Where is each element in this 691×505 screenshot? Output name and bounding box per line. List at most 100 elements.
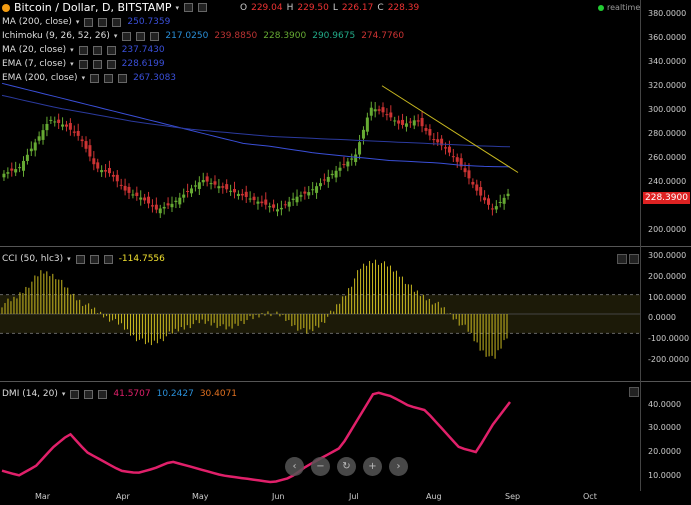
settings-icon[interactable]	[183, 3, 193, 12]
price-tick: 260.0000	[648, 153, 687, 162]
indicator-name[interactable]: CCI (50, hlc3)	[2, 254, 64, 264]
indicator-ichimoku[interactable]: Ichimoku (9, 26, 52, 26) ▾ 217.0250 239.8…	[2, 31, 404, 41]
indicator-ma200[interactable]: MA (200, close) ▾ 250.7359	[2, 17, 170, 27]
indicator-dmi[interactable]: DMI (14, 20) ▾ 41.5707 10.2427 30.4071	[2, 389, 237, 399]
cci-tick: 200.0000	[648, 272, 687, 281]
chevron-down-icon[interactable]: ▾	[67, 255, 71, 263]
candle-body	[162, 206, 166, 209]
candle-body	[498, 201, 502, 203]
symbol-label[interactable]: Bitcoin / Dollar, D, BITSTAMP	[14, 1, 172, 14]
indicator-ema200[interactable]: EMA (200, close) ▾ 267.3083	[2, 73, 176, 83]
indicator-cci[interactable]: CCI (50, hlc3) ▾ -114.7556	[2, 254, 165, 264]
indicator-name[interactable]: MA (20, close)	[2, 45, 67, 55]
candle-body	[57, 119, 61, 123]
candle-body	[49, 119, 53, 121]
pane-divider[interactable]	[0, 246, 691, 247]
cci-pane[interactable]: CCI (50, hlc3) ▾ -114.7556	[0, 248, 691, 380]
cci-chart[interactable]	[0, 248, 640, 380]
candle-body	[107, 168, 111, 174]
cci-tick: 300.0000	[648, 251, 687, 260]
chart-navigation[interactable]: ‹ − ↻ + ›	[285, 457, 408, 476]
indicator-name[interactable]: Ichimoku (9, 26, 52, 26)	[2, 31, 110, 41]
candle-body	[369, 107, 373, 116]
settings-icon[interactable]	[70, 389, 80, 399]
candle-body	[37, 136, 41, 141]
settings-icon[interactable]	[78, 59, 88, 69]
arrow-left-icon[interactable]: ‹	[285, 457, 304, 476]
settings-icon[interactable]	[78, 45, 88, 55]
settings-icon[interactable]	[122, 31, 132, 41]
dmi-chart[interactable]	[0, 383, 640, 491]
close-icon[interactable]	[112, 17, 122, 27]
candle-body	[72, 131, 76, 133]
close-icon[interactable]	[103, 254, 113, 264]
close-icon[interactable]	[106, 59, 116, 69]
indicator-ema7[interactable]: EMA (7, close) ▾ 228.6199	[2, 59, 165, 69]
dmi-tick: 20.0000	[648, 447, 682, 456]
close-icon[interactable]	[118, 73, 128, 83]
candle-body	[197, 182, 201, 189]
settings-icon[interactable]	[75, 254, 85, 264]
zoom-in-icon[interactable]: +	[363, 457, 382, 476]
settings-icon[interactable]	[84, 17, 94, 27]
move-down-icon[interactable]	[629, 254, 639, 264]
price-chart[interactable]	[0, 0, 640, 245]
candle-body	[178, 197, 182, 205]
visibility-icon[interactable]	[92, 45, 102, 55]
visibility-icon[interactable]	[98, 17, 108, 27]
indicator-value: 237.7430	[121, 45, 165, 55]
candle-body	[193, 185, 197, 187]
visibility-icon[interactable]	[104, 73, 114, 83]
settings-icon[interactable]	[90, 73, 100, 83]
candle-body	[322, 179, 326, 181]
indicator-name[interactable]: MA (200, close)	[2, 17, 72, 27]
price-pane[interactable]: Bitcoin / Dollar, D, BITSTAMP ▾ O 229.04 …	[0, 0, 691, 245]
ohlc-readout: O 229.04 H 229.50 L 226.17 C 228.39	[240, 3, 419, 13]
candle-body	[64, 124, 68, 127]
indicator-value: 228.6199	[121, 59, 165, 69]
chevron-down-icon[interactable]: ▾	[175, 3, 179, 12]
candle-body	[2, 173, 6, 178]
pane-divider[interactable]	[0, 381, 691, 382]
visibility-icon[interactable]	[84, 389, 94, 399]
candle-body	[361, 129, 365, 139]
visibility-icon[interactable]	[89, 254, 99, 264]
arrow-right-icon[interactable]: ›	[389, 457, 408, 476]
visibility-icon[interactable]	[136, 31, 146, 41]
candle-body	[330, 173, 334, 176]
chevron-down-icon[interactable]: ▾	[81, 74, 86, 82]
move-up-icon[interactable]	[617, 254, 627, 264]
chevron-down-icon[interactable]: ▾	[70, 60, 74, 68]
indicator-name[interactable]: DMI (14, 20)	[2, 389, 58, 399]
close-icon[interactable]	[150, 31, 160, 41]
chevron-down-icon[interactable]: ▾	[75, 18, 80, 26]
candle-body	[80, 139, 84, 142]
reset-icon[interactable]: ↻	[337, 457, 356, 476]
symbol-title[interactable]: Bitcoin / Dollar, D, BITSTAMP ▾	[2, 1, 207, 14]
candle-body	[397, 120, 401, 124]
visibility-icon[interactable]	[92, 59, 102, 69]
zoom-out-icon[interactable]: −	[311, 457, 330, 476]
chevron-down-icon[interactable]: ▾	[113, 32, 118, 40]
low-key: L	[332, 3, 338, 13]
cci-tick: 0.0000	[648, 313, 676, 322]
candle-body	[213, 181, 217, 185]
indicator-name[interactable]: EMA (200, close)	[2, 73, 78, 83]
close-icon[interactable]	[98, 389, 108, 399]
candle-body	[346, 161, 350, 167]
candle-body	[283, 204, 287, 206]
price-tick: 300.0000	[648, 105, 687, 114]
chevron-down-icon[interactable]: ▾	[70, 46, 74, 54]
candle-body	[408, 121, 412, 123]
chevron-down-icon[interactable]: ▾	[61, 390, 66, 398]
move-up-icon[interactable]	[629, 387, 639, 397]
close-icon[interactable]	[106, 45, 116, 55]
indicator-ma20[interactable]: MA (20, close) ▾ 237.7430	[2, 45, 165, 55]
candle-body	[29, 148, 33, 152]
visibility-icon[interactable]	[197, 3, 207, 12]
indicator-value: 250.7359	[127, 17, 171, 27]
indicator-name[interactable]: EMA (7, close)	[2, 59, 67, 69]
candle-body	[373, 109, 377, 112]
candle-body	[84, 141, 88, 149]
indicator-value: 267.3083	[133, 73, 177, 83]
